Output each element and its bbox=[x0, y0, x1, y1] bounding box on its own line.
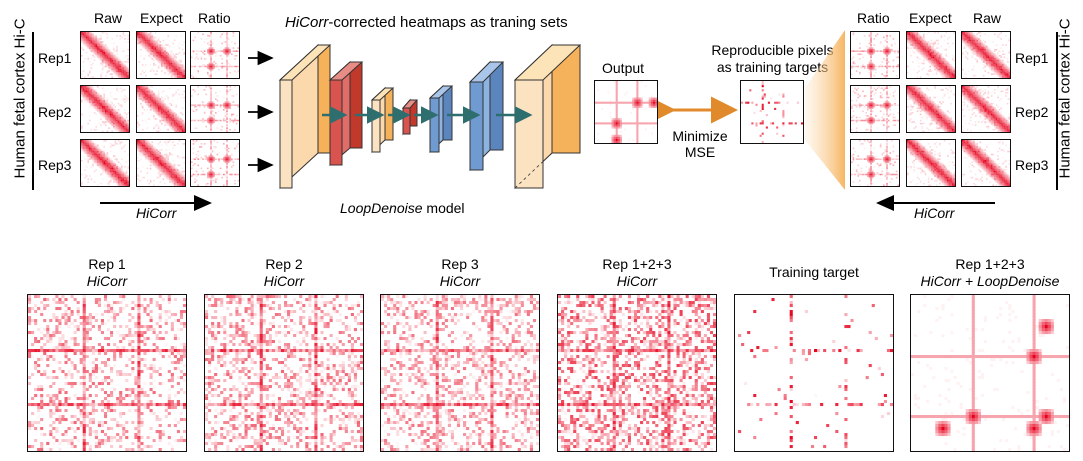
bottom-panel-title-1-line1: Rep 1 bbox=[88, 256, 126, 272]
right-heatmap-r2-c2 bbox=[906, 85, 956, 133]
bottom-panel-title-5: Training target bbox=[714, 264, 914, 281]
network-layer-1 bbox=[278, 43, 332, 190]
right-heatmap-r1-c3 bbox=[961, 31, 1011, 79]
left-heatmap-r1-c1 bbox=[80, 31, 130, 79]
model-label: LoopDenoise model bbox=[340, 200, 465, 216]
right-heatmap-r3-c2 bbox=[906, 139, 956, 187]
row-label-rep1: Rep1 bbox=[38, 50, 72, 66]
bottom-heatmap-1 bbox=[27, 294, 187, 452]
right-heatmap-r3-c3 bbox=[961, 139, 1011, 187]
bottom-panel-title-5-line1: Training target bbox=[769, 264, 859, 280]
right-heatmap-r1-c2 bbox=[906, 31, 956, 79]
targets-label: Reproducible pixels as training targets bbox=[690, 42, 855, 76]
left-heatmap-r2-c3 bbox=[190, 85, 240, 133]
col-label-ratio: Ratio bbox=[198, 10, 231, 26]
left-heatmap-r3-c3 bbox=[190, 139, 240, 187]
network-layer-7 bbox=[513, 43, 582, 190]
left-heatmap-r2-c2 bbox=[136, 85, 186, 133]
right-row-label-rep3: Rep3 bbox=[1015, 157, 1049, 173]
title-italic: HiCorr bbox=[285, 14, 329, 31]
bottom-panel-title-4-line2: HiCorr bbox=[616, 273, 658, 289]
right-col-label-raw: Raw bbox=[973, 10, 1002, 26]
right-col-label-ratio: Ratio bbox=[857, 10, 890, 26]
target-heatmap bbox=[740, 80, 804, 144]
minimize-line1: Minimize bbox=[672, 128, 728, 144]
title-rest: -corrected heatmaps as traning sets bbox=[328, 14, 568, 31]
right-heatmap-r1-c1 bbox=[850, 31, 900, 79]
bottom-panel-title-6: Rep 1+2+3 HiCorr + LoopDenoise bbox=[890, 256, 1083, 290]
bottom-panel-title-3-line1: Rep 3 bbox=[441, 256, 479, 272]
minimize-label: Minimize MSE bbox=[660, 128, 740, 160]
bottom-panel-title-2-line1: Rep 2 bbox=[265, 256, 303, 272]
targets-line2: as training targets bbox=[716, 59, 829, 75]
row-label-rep3: Rep3 bbox=[38, 157, 72, 173]
bottom-heatmap-5 bbox=[734, 294, 894, 452]
col-label-expect: Expect bbox=[140, 10, 183, 26]
output-heatmap bbox=[594, 80, 658, 144]
left-heatmap-r3-c2 bbox=[136, 139, 186, 187]
bottom-heatmap-3 bbox=[380, 294, 540, 452]
output-label: Output bbox=[602, 60, 645, 76]
network-layer-5 bbox=[428, 84, 454, 154]
bottom-panel-title-3-line2: HiCorr bbox=[439, 273, 481, 289]
left-bracket bbox=[32, 32, 34, 190]
left-arrow-label: HiCorr bbox=[136, 205, 177, 221]
bottom-panel-title-4-line1: Rep 1+2+3 bbox=[602, 256, 672, 272]
bottom-panel-title-1: Rep 1 HiCorr bbox=[7, 256, 207, 290]
row-label-rep2: Rep2 bbox=[38, 104, 72, 120]
bottom-heatmap-4 bbox=[557, 294, 717, 452]
bottom-panel-title-2-line2: HiCorr bbox=[263, 273, 305, 289]
bottom-panel-title-2: Rep 2 HiCorr bbox=[184, 256, 384, 290]
right-heatmap-r3-c1 bbox=[850, 139, 900, 187]
bottom-panel-title-3: Rep 3 HiCorr bbox=[360, 256, 560, 290]
model-title: HiCorr-corrected heatmaps as traning set… bbox=[285, 14, 568, 31]
right-bracket bbox=[1056, 32, 1058, 190]
left-heatmap-r2-c1 bbox=[80, 85, 130, 133]
left-heatmap-r1-c3 bbox=[190, 31, 240, 79]
bottom-heatmap-6 bbox=[910, 294, 1070, 452]
target-fan bbox=[805, 30, 845, 190]
bottom-heatmap-2 bbox=[204, 294, 364, 452]
left-heatmap-r3-c1 bbox=[80, 139, 130, 187]
bottom-panel-title-4: Rep 1+2+3 HiCorr bbox=[537, 256, 737, 290]
bottom-panel-title-1-line2: HiCorr bbox=[86, 273, 128, 289]
col-label-raw: Raw bbox=[94, 10, 123, 26]
network-layer-3 bbox=[370, 86, 395, 154]
right-row-label-rep2: Rep2 bbox=[1015, 104, 1049, 120]
targets-line1: Reproducible pixels bbox=[711, 42, 834, 58]
model-rest: model bbox=[422, 200, 465, 216]
right-row-label-rep1: Rep1 bbox=[1015, 50, 1049, 66]
left-heatmap-r1-c2 bbox=[136, 31, 186, 79]
bottom-panel-title-6-line2: HiCorr + LoopDenoise bbox=[920, 273, 1060, 289]
right-col-label-expect: Expect bbox=[909, 10, 952, 26]
network-layer-4 bbox=[401, 98, 419, 136]
right-heatmap-r2-c1 bbox=[850, 85, 900, 133]
right-heatmap-r2-c3 bbox=[961, 85, 1011, 133]
bottom-panel-title-6-line1: Rep 1+2+3 bbox=[955, 256, 1025, 272]
right-arrow-label: HiCorr bbox=[914, 205, 955, 221]
model-italic: LoopDenoise bbox=[340, 200, 423, 216]
minimize-line2: MSE bbox=[684, 144, 716, 160]
network-layer-2 bbox=[328, 60, 364, 167]
